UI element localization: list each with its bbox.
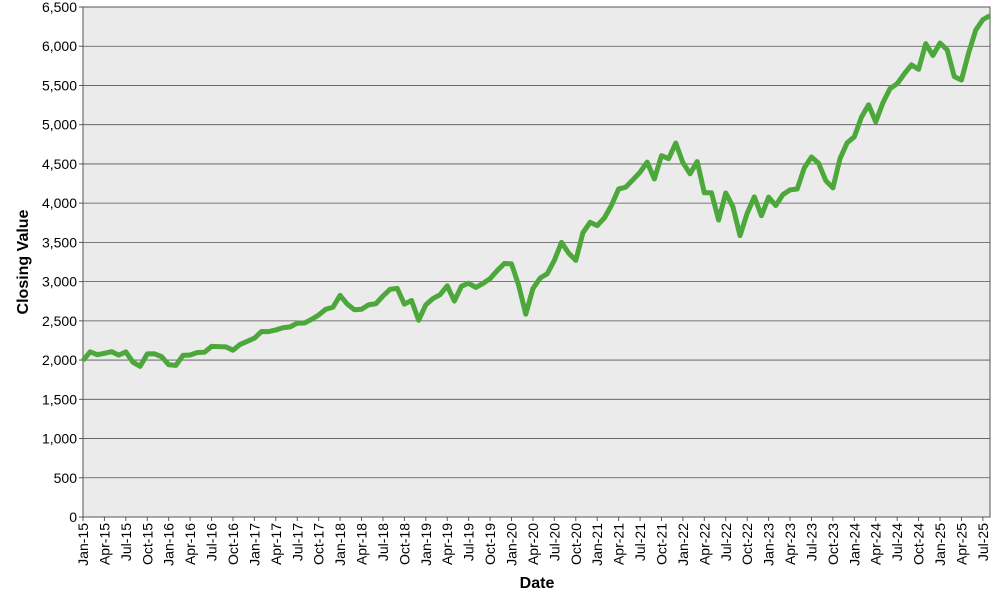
plot-area — [82, 6, 991, 518]
series-line — [81, 13, 992, 369]
y-tick-label: 2,000 — [42, 352, 77, 368]
x-tick-label: Jan-24 — [846, 523, 862, 566]
y-axis-title: Closing Value — [15, 209, 32, 314]
x-tick-label: Jan-19 — [418, 523, 434, 566]
x-tick-label: Apr-24 — [868, 523, 884, 565]
x-tick-label: Apr-25 — [953, 523, 969, 565]
x-tick-label: Apr-21 — [611, 523, 627, 565]
x-tick-label: Oct-23 — [825, 523, 841, 565]
x-tick-label: Jan-22 — [675, 523, 691, 566]
y-tick-label: 4,000 — [42, 195, 77, 211]
y-tick-label: 2,500 — [42, 313, 77, 329]
x-tick-label: Apr-16 — [182, 523, 198, 565]
x-tick-label: Oct-20 — [568, 523, 584, 565]
x-tick-label: Jul-23 — [803, 523, 819, 561]
x-tick-label: Jan-25 — [932, 523, 948, 566]
x-tick-label: Jan-21 — [589, 523, 605, 566]
x-tick-label: Jan-20 — [504, 523, 520, 566]
x-tick-label: Apr-18 — [354, 523, 370, 565]
x-tick-label: Apr-22 — [696, 523, 712, 565]
x-axis-title: Date — [520, 575, 555, 592]
x-tick-label: Jan-17 — [246, 523, 262, 566]
x-tick-label: Apr-15 — [96, 523, 112, 565]
x-tick-label: Jan-15 — [75, 523, 91, 566]
x-tick-label: Apr-17 — [268, 523, 284, 565]
x-tick-label: Apr-20 — [525, 523, 541, 565]
y-tick-label: 5,500 — [42, 77, 77, 93]
x-tick-label: Jul-19 — [461, 523, 477, 561]
x-tick-label: Oct-18 — [396, 523, 412, 565]
x-tick-label: Oct-24 — [911, 523, 927, 565]
x-tick-label: Oct-21 — [653, 523, 669, 565]
x-tick-label: Apr-23 — [782, 523, 798, 565]
y-tick-label: 4,500 — [42, 156, 77, 172]
x-tick-label: Jul-20 — [546, 523, 562, 561]
x-tick-label: Oct-17 — [311, 523, 327, 565]
y-tick-label: 1,000 — [42, 431, 77, 447]
x-tick-label: Jan-18 — [332, 523, 348, 566]
y-tick-label: 6,000 — [42, 38, 77, 54]
y-tick-label: 3,000 — [42, 274, 77, 290]
x-tick-label: Jul-15 — [118, 523, 134, 561]
x-tick-label: Oct-16 — [225, 523, 241, 565]
x-tick-label: Jul-25 — [975, 523, 991, 561]
x-tick-label: Jul-18 — [375, 523, 391, 561]
y-tick-label: 3,500 — [42, 234, 77, 250]
x-tick-label: Apr-19 — [439, 523, 455, 565]
x-tick-label: Jul-16 — [204, 523, 220, 561]
y-tick-label: 5,000 — [42, 117, 77, 133]
y-tick-label: 0 — [69, 509, 77, 525]
x-tick-label: Jul-22 — [718, 523, 734, 561]
y-tick-label: 500 — [54, 470, 78, 486]
x-tick-label: Oct-19 — [482, 523, 498, 565]
x-tick-label: Jul-21 — [632, 523, 648, 561]
x-tick-label: Jul-17 — [289, 523, 305, 561]
x-tick-label: Oct-15 — [139, 523, 155, 565]
x-tick-label: Oct-22 — [739, 523, 755, 565]
x-tick-label: Jul-24 — [889, 523, 905, 561]
y-tick-label: 1,500 — [42, 391, 77, 407]
x-tick-label: Jan-16 — [161, 523, 177, 566]
y-tick-label: 6,500 — [42, 0, 77, 15]
x-tick-label: Jan-23 — [761, 523, 777, 566]
